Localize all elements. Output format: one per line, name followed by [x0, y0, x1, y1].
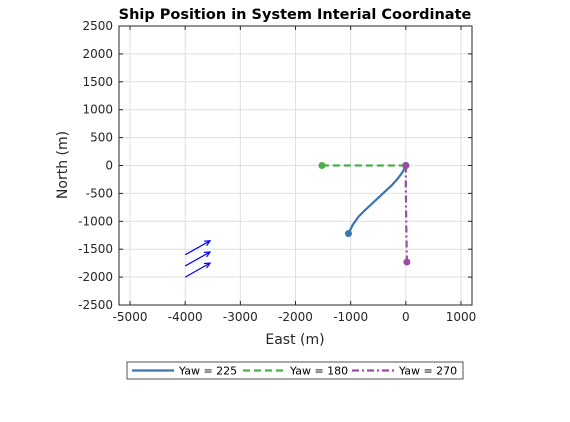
- legend-label-3: Yaw = 270: [398, 365, 457, 378]
- x-tick-label: 0: [402, 310, 410, 324]
- series-end-point-3: [403, 258, 411, 266]
- series-line-3: [404, 165, 409, 263]
- wind-arrow-head-3: [203, 262, 212, 269]
- y-tick-label: -500: [86, 186, 113, 200]
- x-tick-label: -2000: [278, 310, 313, 324]
- y-tick-label: 1000: [82, 103, 113, 117]
- wind-arrow-head-2: [203, 251, 212, 258]
- series-end-point-1: [344, 230, 352, 238]
- series-end-point-2: [318, 162, 326, 169]
- legend-label-1: Yaw = 225: [178, 365, 237, 378]
- wind-arrow-2: [184, 251, 211, 267]
- y-tick-label: 1500: [82, 75, 113, 89]
- x-tick-label: 1000: [446, 310, 477, 324]
- legend-box: [126, 361, 464, 380]
- wind-arrow-3: [184, 262, 211, 278]
- x-axis-label: East (m): [265, 332, 324, 348]
- axes: -5000 -4000 -3000 -2000 -1000 0 10002500200015…: [78, 19, 476, 324]
- series-line-1: [347, 165, 407, 235]
- legend-label-2: Yaw = 180: [289, 365, 348, 378]
- wind-arrow-head-1: [203, 240, 212, 247]
- chart-title: Ship Position in System Interial Coordin…: [119, 7, 472, 23]
- x-tick-label: -1000: [333, 310, 368, 324]
- grid-lines: [119, 25, 472, 306]
- y-tick-label: 0: [105, 159, 113, 173]
- data-series: [318, 162, 411, 266]
- y-tick-label: -2500: [78, 298, 113, 312]
- wind-arrow-1: [184, 240, 211, 256]
- y-tick-label: -1000: [78, 214, 113, 228]
- y-tick-label: -2000: [78, 270, 113, 284]
- x-tick-label: -4000: [168, 310, 203, 324]
- y-tick-label: 2500: [82, 19, 113, 33]
- series-start-point-3: [402, 162, 410, 169]
- legend: Yaw = 225 Yaw = 180 Yaw = 270: [126, 361, 464, 380]
- y-tick-label: -1500: [78, 242, 113, 256]
- y-axis-label: North (m): [55, 131, 71, 199]
- wind-arrows: [184, 240, 212, 278]
- x-tick-label: -3000: [223, 310, 258, 324]
- y-tick-label: 500: [90, 131, 113, 145]
- y-tick-label: 2000: [82, 47, 113, 61]
- x-tick-label: -5000: [113, 310, 148, 324]
- plot-frame: [118, 25, 473, 306]
